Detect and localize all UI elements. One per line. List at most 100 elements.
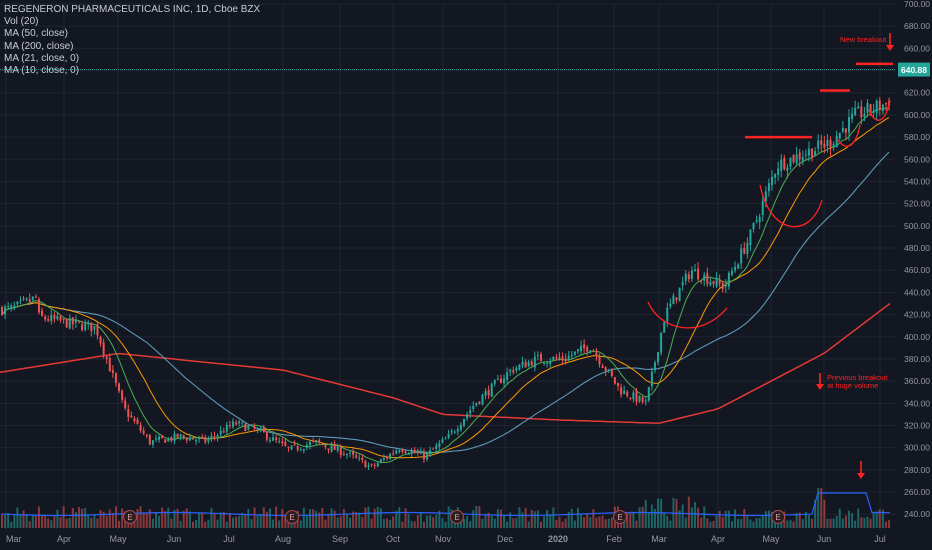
candle-body (509, 369, 512, 372)
volume-bar (188, 511, 191, 528)
volume-bar (493, 518, 496, 528)
volume-bar (19, 514, 22, 528)
volume-bar (801, 519, 804, 528)
candle-body (761, 200, 764, 215)
candle-body (540, 354, 542, 362)
candle-body (820, 140, 823, 145)
volume-bar (660, 498, 663, 528)
volume-bar (524, 507, 527, 528)
volume-bar (499, 509, 502, 528)
candle-body (330, 445, 333, 452)
candle-body (87, 322, 90, 325)
candle-body (647, 386, 650, 401)
candle-body (499, 378, 502, 384)
volume-bar (386, 518, 388, 528)
volume-bar (37, 506, 40, 528)
x-tick-label: Feb (606, 534, 622, 544)
ma10-line (1, 106, 890, 463)
annotation-new-breakout: New breakout (840, 35, 887, 44)
earnings-marker (613, 510, 627, 524)
candle-body (247, 426, 250, 430)
volume-bar (730, 521, 733, 528)
volume-bar (102, 511, 105, 528)
volume-bar (884, 521, 887, 528)
candle-body (617, 382, 619, 386)
candle-body (121, 390, 124, 400)
volume-bar (275, 506, 278, 528)
legend-ma10[interactable]: MA (10, close, 0) (4, 65, 80, 77)
y-tick-label: 320.00 (904, 420, 930, 430)
legend-ma21[interactable]: MA (21, close, 0) (4, 52, 80, 64)
candle-body (105, 356, 108, 359)
legend-ma200[interactable]: MA (200, close) (4, 40, 74, 52)
volume-bar (287, 518, 290, 528)
y-tick-label: 480.00 (904, 243, 930, 253)
candle-body (65, 319, 68, 328)
volume-bar (361, 517, 364, 528)
candle-body (78, 321, 80, 323)
cup-curve (647, 301, 728, 329)
candle-body (589, 350, 592, 353)
candle-body (413, 449, 416, 454)
volume-bar (358, 512, 361, 528)
volume-bar (546, 509, 549, 528)
candle-body (530, 361, 533, 366)
candle-body (342, 453, 345, 455)
y-tick-label: 700.00 (904, 0, 930, 9)
legend-ma50[interactable]: MA (50, close) (4, 28, 68, 40)
candle-body (256, 428, 259, 431)
candle-body (878, 100, 881, 110)
volume-bar (804, 511, 807, 528)
legend-symbol[interactable]: REGENERON PHARMACEUTICALS INC, 1D, Cboe … (4, 4, 261, 15)
candle-body (253, 426, 256, 429)
candle-body (774, 174, 777, 178)
candle-body (583, 344, 586, 349)
chart-legend: REGENERON PHARMACEUTICALS INC, 1D, Cboe … (4, 4, 260, 77)
volume-bar (352, 511, 355, 528)
volume-bar (136, 509, 139, 528)
candle-body (148, 435, 151, 445)
candle-body (339, 447, 342, 456)
volume-bar (47, 518, 50, 528)
volume-bar (543, 516, 546, 528)
candle-body (536, 355, 539, 357)
candle-body (469, 410, 472, 414)
volume-bar (121, 508, 124, 528)
volume-bar (241, 512, 244, 528)
candle-body (798, 152, 801, 160)
volume-bar (56, 509, 59, 528)
volume-bar (376, 506, 379, 528)
volume-bar (364, 507, 367, 528)
candle-body (697, 268, 700, 280)
y-tick-label: 380.00 (904, 354, 930, 364)
volume-bar (863, 517, 866, 528)
candle-body (275, 437, 278, 441)
candle-body (19, 300, 22, 302)
candle-body (755, 220, 758, 222)
volume-bar (114, 506, 117, 528)
volume-bar (13, 515, 16, 528)
volume-bar (583, 517, 586, 528)
volume-bar (700, 517, 703, 528)
candle-body (607, 369, 610, 371)
candle-body (59, 316, 62, 321)
candle-body (841, 127, 844, 132)
volume-arrow-head (816, 384, 824, 390)
candle-body (629, 397, 632, 399)
candle-body (493, 380, 496, 384)
volume-bar (515, 517, 518, 528)
volume-bar (737, 518, 740, 528)
candle-body (450, 431, 453, 433)
legend-volume[interactable]: Vol (20) (4, 16, 39, 28)
candle-body (700, 280, 703, 282)
candle-body (216, 435, 219, 438)
candle-body (811, 148, 814, 158)
candle-body (293, 444, 296, 446)
candle-body (296, 446, 299, 450)
candle-body (786, 167, 789, 171)
x-tick-label: May (762, 534, 780, 544)
candle-body (527, 362, 530, 367)
volume-bar (851, 513, 854, 528)
